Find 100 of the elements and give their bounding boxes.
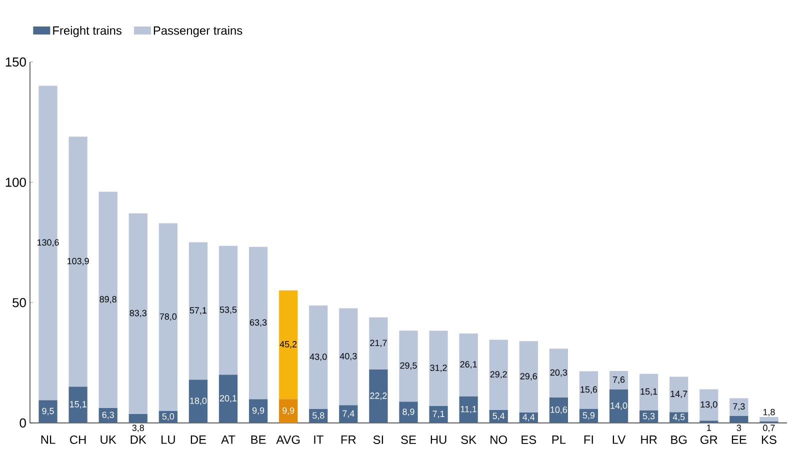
data-label: 3,8 [132, 424, 144, 432]
data-label: 103,9 [68, 258, 89, 266]
bar [459, 396, 478, 423]
data-label: 130,6 [37, 239, 59, 247]
bar [399, 330, 418, 402]
bar [459, 333, 478, 396]
y-tick-label: 0 [20, 418, 26, 428]
data-label: 14,0 [610, 402, 628, 410]
bar [279, 399, 298, 423]
data-label: 53,5 [220, 306, 237, 314]
bar [369, 370, 388, 423]
x-tick-label: FI [584, 436, 593, 444]
x-tick-label: BG [671, 436, 687, 444]
bar [730, 398, 748, 416]
data-label: 5,4 [492, 412, 505, 420]
legend-label: Freight trains [53, 26, 122, 38]
legend-label: Passenger trains [154, 26, 242, 38]
bar [128, 213, 148, 414]
x-tick-label: NL [41, 436, 56, 444]
bar [429, 330, 448, 406]
data-label: 1 [707, 424, 711, 431]
x-tick-label: LU [162, 436, 175, 444]
bar [309, 306, 328, 410]
x-tick-label: AVG [276, 436, 300, 444]
x-tick-label: AT [221, 436, 236, 444]
x-tick-label: GR [700, 436, 718, 444]
bar [188, 242, 208, 380]
bar [309, 409, 328, 423]
x-tick-label: FR [341, 436, 356, 444]
data-label: 8,9 [402, 408, 414, 416]
data-label: 18,0 [190, 398, 207, 406]
bar [489, 410, 508, 423]
data-label: 5,0 [162, 413, 174, 421]
x-tick-label: EE [732, 436, 746, 444]
x-tick-label: LV [612, 436, 626, 444]
data-label: 4,5 [672, 414, 685, 422]
x-tick-label: PL [552, 436, 566, 444]
bar [248, 246, 268, 400]
bar [279, 290, 298, 400]
data-label: 29,2 [490, 371, 507, 379]
bar [68, 136, 88, 387]
bar [760, 416, 778, 422]
bar [98, 192, 118, 408]
bar [339, 405, 358, 423]
bar [639, 410, 658, 423]
data-label: 7,1 [432, 410, 444, 418]
data-label: 29,5 [400, 362, 417, 370]
bar [730, 416, 748, 423]
x-tick-label: CH [70, 436, 86, 444]
bar [700, 389, 718, 421]
data-label: 7,3 [733, 403, 745, 411]
bar [218, 374, 238, 423]
bar [609, 371, 628, 390]
x-tick-label: KS [762, 436, 776, 444]
data-label: 89,8 [100, 296, 116, 304]
data-label: 10,6 [550, 406, 568, 414]
data-label: 45,2 [280, 341, 297, 348]
x-tick-label: SE [401, 436, 416, 444]
x-tick-label: UK [100, 436, 116, 444]
data-label: 7,6 [612, 376, 625, 384]
data-label: 9,5 [42, 408, 54, 416]
bar [399, 402, 418, 423]
x-tick-label: NO [490, 436, 507, 444]
data-label: 5,9 [582, 412, 595, 420]
data-label: 9,9 [252, 407, 264, 415]
bar [369, 317, 388, 370]
data-label: 20,3 [550, 369, 568, 377]
data-label: 31,2 [430, 364, 447, 372]
data-label: 15,6 [580, 386, 598, 394]
bar [609, 389, 628, 423]
data-label: 43,0 [310, 354, 327, 361]
x-tick-label: SI [373, 436, 383, 444]
x-tick-label: ES [522, 436, 536, 444]
data-label: 5,3 [642, 412, 655, 420]
bar [248, 399, 268, 423]
bar [188, 380, 208, 423]
bar [549, 397, 568, 423]
data-label: 6,3 [102, 412, 114, 420]
data-label: 3 [736, 424, 742, 432]
data-label: 14,7 [670, 390, 688, 398]
data-label: 15,1 [640, 388, 658, 396]
bar [128, 414, 148, 423]
x-tick-label: BE [251, 436, 266, 444]
x-tick-label: SK [461, 436, 476, 444]
data-label: 83,3 [130, 310, 146, 318]
data-label: 9,9 [282, 407, 294, 415]
bar [639, 374, 658, 410]
bar [429, 406, 448, 423]
bar [489, 340, 508, 410]
bar [549, 348, 568, 398]
bar [38, 400, 58, 423]
data-label: 7,4 [342, 410, 354, 418]
y-tick-label: 50 [12, 298, 26, 308]
data-label: 40,3 [340, 352, 357, 360]
data-label: 0,7 [763, 424, 775, 432]
bar [158, 223, 178, 411]
x-tick-label: IT [314, 436, 324, 444]
data-label: 57,1 [190, 307, 206, 315]
x-tick-label: HU [430, 436, 446, 444]
bar [339, 308, 358, 406]
